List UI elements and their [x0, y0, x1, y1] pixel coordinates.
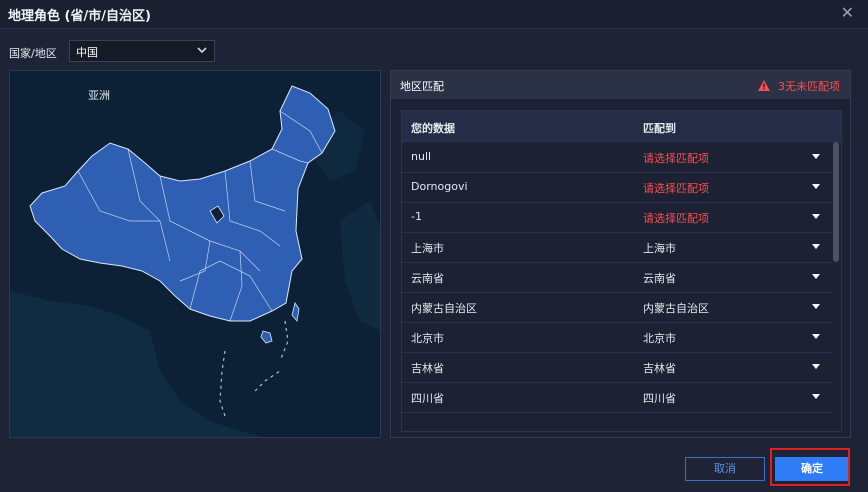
- row-data-value: -1: [411, 210, 422, 223]
- caret-down-icon[interactable]: [812, 154, 820, 159]
- china-map: [10, 71, 380, 437]
- dialog-titlebar: 地理角色 (省/市/自治区) ✕: [0, 0, 868, 29]
- country-label: 国家/地区: [9, 47, 57, 60]
- row-match-select[interactable]: 请选择匹配项: [643, 182, 709, 195]
- table-row: 北京市 北京市: [402, 322, 832, 353]
- caret-down-icon[interactable]: [812, 244, 820, 249]
- scrollbar-thumb[interactable]: [833, 142, 839, 262]
- caret-down-icon[interactable]: [812, 394, 820, 399]
- row-data-value: 上海市: [411, 242, 444, 255]
- country-select-value: 中国: [76, 46, 98, 59]
- unmatched-warning: 3无未匹配项: [758, 78, 840, 94]
- match-panel-header: 地区匹配 3无未匹配项: [391, 71, 850, 99]
- warning-icon: [758, 80, 770, 91]
- row-match-select[interactable]: 吉林省: [643, 362, 676, 375]
- column-header-data: 您的数据: [411, 122, 455, 135]
- table-row: 内蒙古自治区 内蒙古自治区: [402, 292, 832, 323]
- match-table: 您的数据 匹配到 null 请选择匹配项 Dornogovi 请选择匹配项 -1 请选择匹…: [401, 110, 842, 432]
- row-data-value: 内蒙古自治区: [411, 302, 477, 315]
- unmatched-warning-text: 3无未匹配项: [778, 80, 840, 93]
- table-row: 上海市 上海市: [402, 232, 832, 263]
- row-match-select[interactable]: 上海市: [643, 242, 676, 255]
- table-scrollbar[interactable]: [833, 142, 839, 431]
- table-row: 吉林省 吉林省: [402, 352, 832, 383]
- close-icon[interactable]: ✕: [840, 3, 854, 22]
- confirm-button-highlight: [770, 448, 850, 486]
- map-panel[interactable]: 亚洲: [9, 70, 381, 438]
- caret-down-icon[interactable]: [812, 184, 820, 189]
- table-row: -1 请选择匹配项: [402, 202, 832, 233]
- row-data-value: Dornogovi: [411, 180, 468, 193]
- row-data-value: null: [411, 150, 432, 163]
- row-match-select[interactable]: 北京市: [643, 332, 676, 345]
- table-row: 云南省 云南省: [402, 262, 832, 293]
- caret-down-icon[interactable]: [812, 304, 820, 309]
- table-row: 四川省 四川省: [402, 382, 832, 413]
- cancel-button[interactable]: 取消: [685, 457, 765, 481]
- column-header-match: 匹配到: [643, 122, 676, 135]
- row-match-select[interactable]: 云南省: [643, 272, 676, 285]
- row-data-value: 云南省: [411, 272, 444, 285]
- caret-down-icon[interactable]: [812, 364, 820, 369]
- row-data-value: 四川省: [411, 392, 444, 405]
- row-match-select[interactable]: 请选择匹配项: [643, 212, 709, 225]
- table-row: Dornogovi 请选择匹配项: [402, 172, 832, 203]
- china-landmass: [29, 85, 336, 322]
- match-panel-title: 地区匹配: [400, 80, 444, 93]
- row-match-select[interactable]: 请选择匹配项: [643, 152, 709, 165]
- caret-down-icon[interactable]: [812, 334, 820, 339]
- row-data-value: 北京市: [411, 332, 444, 345]
- region-match-panel: 地区匹配 3无未匹配项 您的数据 匹配到 null 请选择匹配项 Dornogovi…: [390, 70, 851, 438]
- table-row: null 请选择匹配项: [402, 142, 832, 173]
- caret-down-icon[interactable]: [812, 214, 820, 219]
- dialog-title: 地理角色 (省/市/自治区): [8, 9, 151, 24]
- country-select[interactable]: 中国: [69, 40, 215, 62]
- row-match-select[interactable]: 四川省: [643, 392, 676, 405]
- row-data-value: 吉林省: [411, 362, 444, 375]
- row-match-select[interactable]: 内蒙古自治区: [643, 302, 709, 315]
- table-header: 您的数据 匹配到: [402, 111, 841, 142]
- map-region-label: 亚洲: [88, 89, 110, 102]
- chevron-down-icon: [197, 47, 207, 54]
- caret-down-icon[interactable]: [812, 274, 820, 279]
- confirm-button[interactable]: 确定: [775, 457, 849, 481]
